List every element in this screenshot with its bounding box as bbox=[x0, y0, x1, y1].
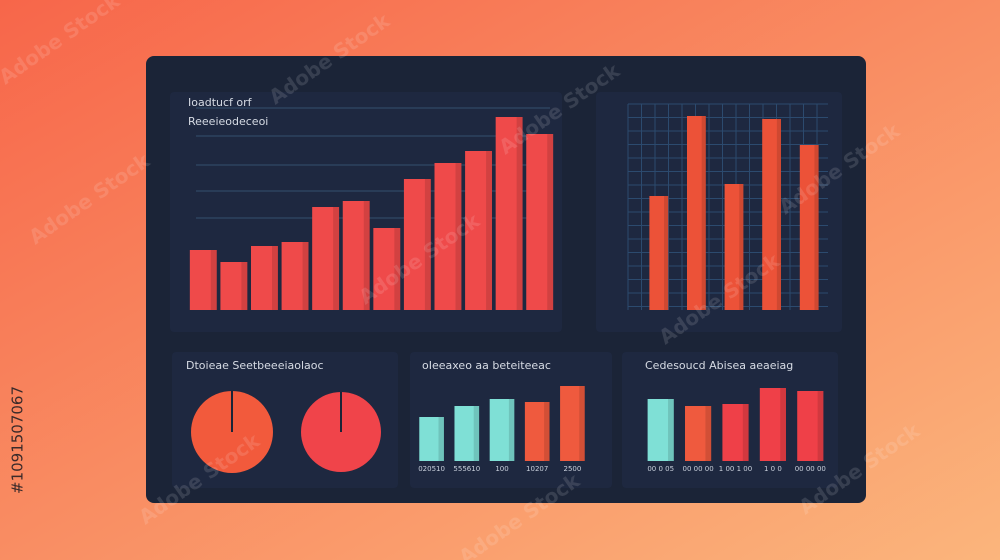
bar-shade bbox=[547, 134, 554, 310]
bar bbox=[495, 117, 523, 310]
x-tick-label: 2500 bbox=[563, 465, 581, 473]
bar bbox=[251, 246, 278, 310]
x-tick-label: 00 00 00 bbox=[683, 465, 714, 473]
bar bbox=[434, 163, 462, 310]
bar-shade bbox=[664, 196, 669, 310]
bar-shade bbox=[776, 119, 781, 310]
bar bbox=[373, 228, 401, 310]
bar-shade bbox=[814, 145, 819, 310]
bar bbox=[220, 262, 248, 310]
bar bbox=[762, 119, 781, 310]
bar-shade bbox=[302, 242, 309, 310]
x-tick-label: 00 00 00 bbox=[795, 465, 826, 473]
bar-shade bbox=[333, 207, 340, 310]
bar bbox=[465, 151, 492, 310]
watermark-id: #1091507067 bbox=[9, 386, 27, 494]
bar bbox=[524, 402, 550, 461]
bar-shade bbox=[438, 417, 444, 461]
decorative-lines bbox=[196, 107, 550, 219]
bar bbox=[189, 250, 217, 310]
bar-shade bbox=[210, 250, 217, 310]
x-tick-label: 00 0 05 bbox=[647, 465, 674, 473]
bar bbox=[281, 242, 309, 310]
bar-shade bbox=[544, 402, 550, 461]
bar-shade bbox=[780, 388, 786, 461]
bar-shade bbox=[817, 391, 824, 461]
chart-title: Ioadtucf orf bbox=[188, 96, 253, 109]
x-tick-label: 100 bbox=[495, 465, 508, 473]
bar-shade bbox=[579, 386, 585, 461]
bar-shade bbox=[455, 163, 462, 310]
bar-shade bbox=[742, 404, 749, 461]
bar-shade bbox=[508, 399, 515, 461]
x-tick-label: 555610 bbox=[453, 465, 480, 473]
x-tick-label: 020510 bbox=[418, 465, 445, 473]
bar-shade bbox=[701, 116, 706, 310]
bar bbox=[649, 196, 669, 310]
chart-title: Cedesoucd Abisea aeaeiag bbox=[645, 359, 793, 372]
bar bbox=[454, 406, 480, 461]
bar-shade bbox=[363, 201, 370, 310]
bar bbox=[526, 134, 554, 310]
bar-shade bbox=[739, 184, 744, 310]
bar-shade bbox=[516, 117, 523, 310]
bar-shade bbox=[668, 399, 674, 461]
bar bbox=[342, 201, 370, 310]
bar-shade bbox=[271, 246, 278, 310]
bar bbox=[724, 184, 744, 310]
bar bbox=[797, 391, 824, 461]
x-tick-label: 10207 bbox=[526, 465, 548, 473]
bar bbox=[647, 399, 674, 461]
bar bbox=[685, 406, 712, 461]
chart-subtitle: Reeeieodeceoi bbox=[188, 115, 268, 128]
bar bbox=[312, 207, 340, 310]
bar-shade bbox=[394, 228, 401, 310]
bar bbox=[419, 417, 444, 461]
bar bbox=[560, 386, 585, 461]
bar bbox=[722, 404, 749, 461]
bar-shade bbox=[486, 151, 492, 310]
bar-shade bbox=[241, 262, 248, 310]
bar bbox=[759, 388, 786, 461]
bar-shade bbox=[705, 406, 712, 461]
chart-title: Dtoieae Seetbeeeiaolaoc bbox=[186, 359, 324, 372]
bar-shade bbox=[424, 179, 431, 310]
x-tick-label: 1 0 0 bbox=[764, 465, 782, 473]
bar bbox=[687, 116, 706, 310]
bar-shade bbox=[473, 406, 480, 461]
bar bbox=[403, 179, 431, 310]
chart-title: oIeeaxeo aa beteiteeac bbox=[422, 359, 551, 372]
bar bbox=[799, 145, 819, 310]
x-tick-label: 1 00 1 00 bbox=[719, 465, 752, 473]
bar bbox=[489, 399, 515, 461]
